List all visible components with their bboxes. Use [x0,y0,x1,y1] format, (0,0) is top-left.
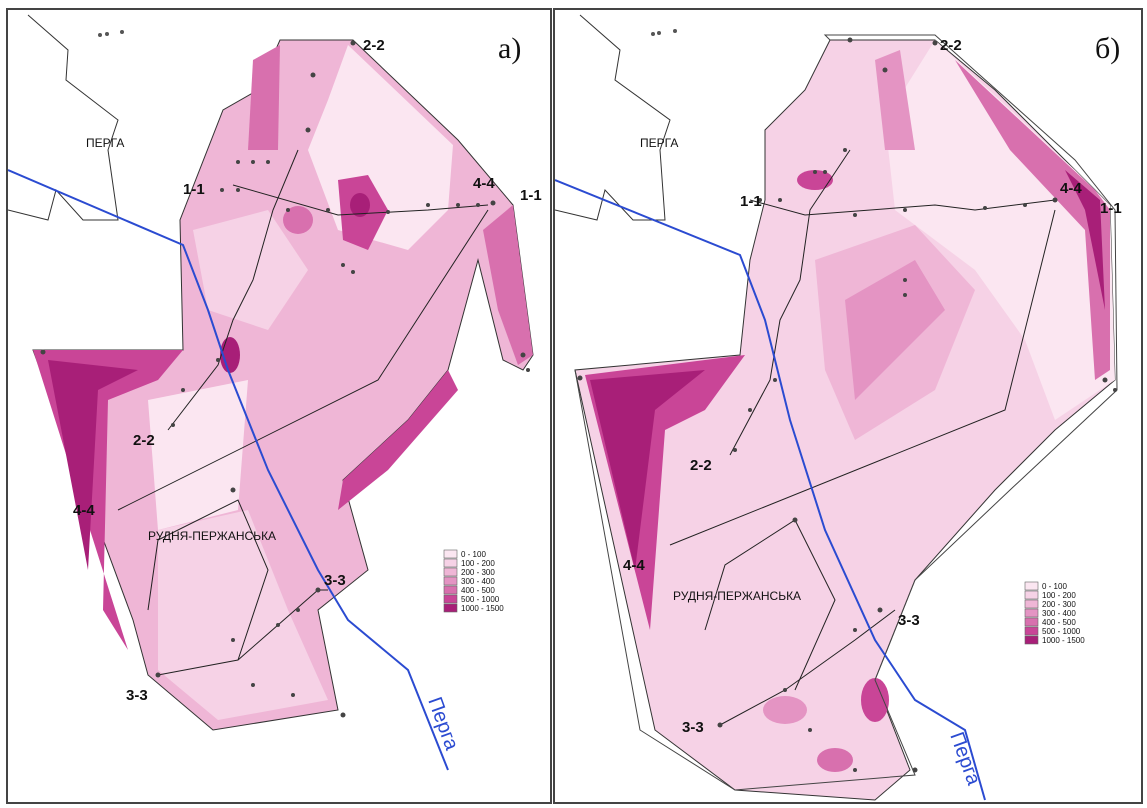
contour-zone-light [148,380,248,530]
contour-zone-highest [1065,170,1105,310]
section-label: 2-2 [363,37,385,54]
contour-hotspot [797,170,833,190]
section-label: 3-3 [898,612,920,629]
legend-item: 400 - 500 [443,585,495,595]
marker [105,32,109,36]
section-label: 4-4 [73,502,95,519]
marker [673,29,677,33]
svg-text:100 - 200: 100 - 200 [1042,591,1076,600]
marker [651,32,655,36]
marker [98,33,102,37]
river-label: Перга [945,729,985,789]
legend-item: 500 - 1000 [443,594,500,604]
profile-line-2-2 [729,149,851,456]
contour-zone-light [193,210,308,330]
svg-text:1000 - 1500: 1000 - 1500 [1042,636,1085,645]
profile-line-1-1 [749,199,1056,216]
svg-text:300 - 400: 300 - 400 [1042,609,1076,618]
contour-zone-high [955,60,1110,380]
svg-text:200 - 300: 200 - 300 [461,568,495,577]
section-label: 3-3 [324,572,346,589]
map-b-svg: б) ПЕРГА РУДНЯ-ПЕРЖАНСЬКА 2-2 1-1 4-4 1-… [555,14,1122,801]
profile-line-4-4 [669,209,1056,546]
perga-outline [555,14,671,221]
legend: 0 - 100 100 - 200 200 - 300 300 - 400 40… [443,549,504,613]
profile-line-3-3 [719,609,896,726]
section-label: 1-1 [1100,200,1122,217]
contour-hotspot [763,696,807,724]
map-panel-a: а) ПЕРГА РУДНЯ-ПЕРЖАНСЬКА 2-2 1-1 4-4 1-… [6,8,552,804]
contour-zone-high [483,205,533,365]
legend-item: 1000 - 1500 [1024,635,1085,645]
svg-text:0 - 100: 0 - 100 [1042,582,1067,591]
contour-hotspot [875,50,915,150]
legend-item: 1000 - 1500 [443,603,504,613]
legend-item: 400 - 500 [1024,617,1076,627]
panel-label: а) [498,32,521,65]
profile-line-2-2 [167,149,299,431]
legend-item: 200 - 300 [443,567,495,577]
contour-hotspot [283,206,313,234]
well-markers [40,40,530,718]
section-label: 1-1 [520,187,542,204]
marker [657,31,661,35]
river-perga [555,179,986,801]
river-perga [8,169,449,771]
legend-item: 100 - 200 [1024,590,1076,600]
section-label: 1-1 [183,181,205,198]
town-label-perga: ПЕРГА [640,136,678,150]
svg-text:1000 - 1500: 1000 - 1500 [461,604,504,613]
panel-label: б) [1095,32,1120,65]
section-label: 1-1 [740,193,762,210]
legend: 0 - 100 100 - 200 200 - 300 300 - 400 40… [1024,581,1085,645]
section-label: 3-3 [682,719,704,736]
map-a-svg: а) ПЕРГА РУДНЯ-ПЕРЖАНСЬКА 2-2 1-1 4-4 1-… [8,14,542,771]
svg-text:300 - 400: 300 - 400 [461,577,495,586]
svg-text:0 - 100: 0 - 100 [461,550,486,559]
contour-hotspot [861,678,889,722]
section-label: 4-4 [1060,180,1082,197]
contour-zone-high [248,45,280,150]
legend-item: 300 - 400 [1024,608,1076,618]
section-label: 2-2 [133,432,155,449]
section-label: 4-4 [623,557,645,574]
svg-text:100 - 200: 100 - 200 [461,559,495,568]
contour-zone-high [338,370,458,510]
section-label: 2-2 [690,457,712,474]
section-label: 2-2 [940,37,962,54]
contour-zone-highest [48,360,138,570]
legend-item: 200 - 300 [1024,599,1076,609]
svg-text:500 - 1000: 500 - 1000 [461,595,500,604]
section-label: 3-3 [126,687,148,704]
contour-hotspot [817,748,853,772]
legend-item: 100 - 200 [443,558,495,568]
profile-line-1-1 [232,184,489,216]
map-panel-b: б) ПЕРГА РУДНЯ-ПЕРЖАНСЬКА 2-2 1-1 4-4 1-… [553,8,1143,804]
survey-boundary [574,34,1118,791]
contour-zone-light [885,40,1115,420]
profile-line-4-4 [117,209,489,511]
town-label-rudnia: РУДНЯ-ПЕРЖАНСЬКА [673,589,801,603]
well-markers [577,37,1117,773]
contour-hotspot-core [350,193,370,217]
marker [120,30,124,34]
svg-text:200 - 300: 200 - 300 [1042,600,1076,609]
contour-zone-mid [845,260,945,400]
section-label: 4-4 [473,175,495,192]
svg-text:500 - 1000: 500 - 1000 [1042,627,1081,636]
legend-item: 0 - 100 [443,549,486,559]
legend-item: 300 - 400 [443,576,495,586]
town-label-rudnia: РУДНЯ-ПЕРЖАНСЬКА [148,529,276,543]
contour-zone-highest [590,370,705,570]
svg-text:400 - 500: 400 - 500 [461,586,495,595]
legend-item: 0 - 100 [1024,581,1067,591]
perga-outline [8,14,119,221]
legend-item: 500 - 1000 [1024,626,1081,636]
svg-text:400 - 500: 400 - 500 [1042,618,1076,627]
town-label-perga: ПЕРГА [86,136,124,150]
town-outline-rudnia [147,499,269,661]
